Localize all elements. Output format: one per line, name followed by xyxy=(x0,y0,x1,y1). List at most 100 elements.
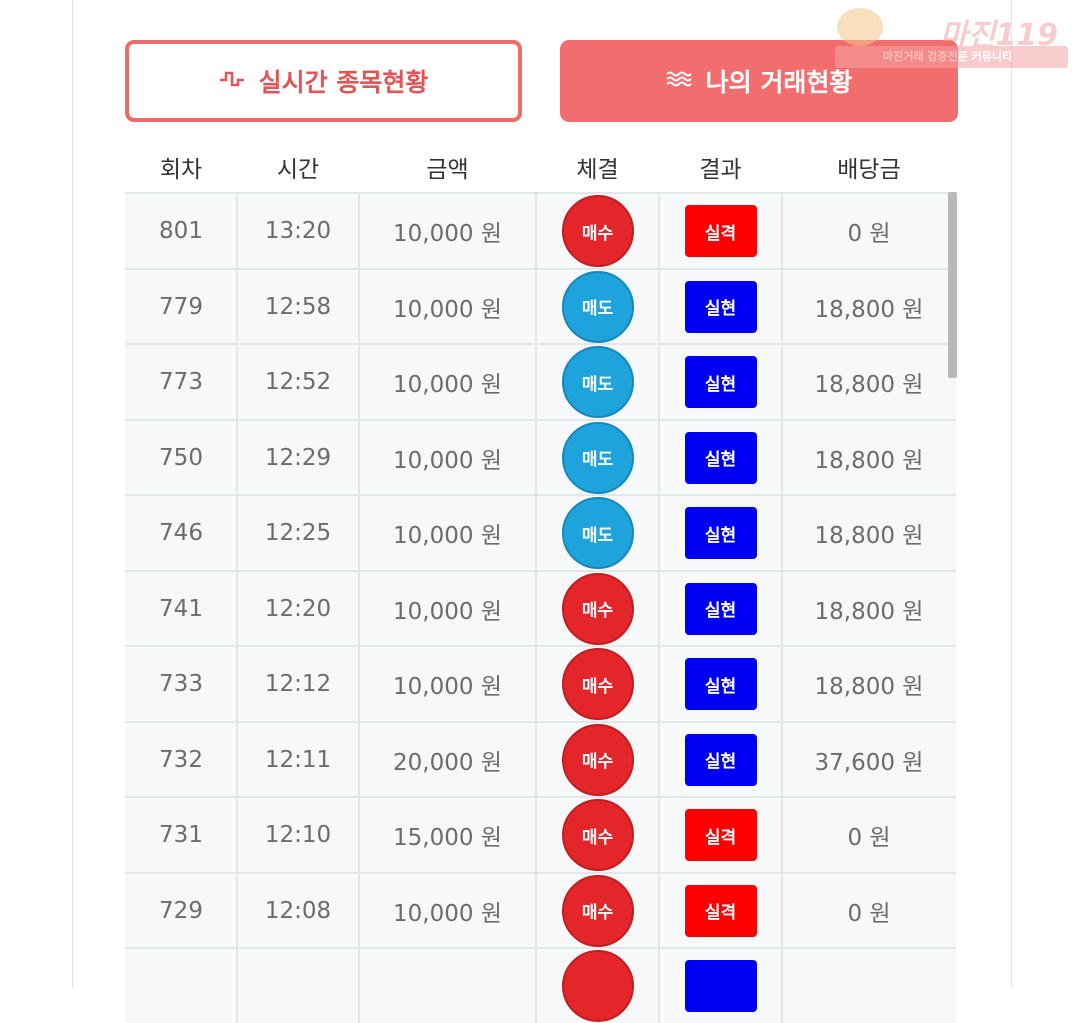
table-row[interactable]: 731 12:10 15,000 원 매수 실격 0 원 xyxy=(125,796,956,872)
time-cell: 12:12 xyxy=(264,671,332,697)
realized-badge: 실현 xyxy=(684,356,757,408)
payout-cell: 0 원 xyxy=(847,825,891,851)
amount-cell: 10,000 원 xyxy=(393,447,502,474)
table-row[interactable]: 801 13:20 10,000 원 매수 실격 0 원 xyxy=(125,192,956,268)
round-cell: 733 xyxy=(159,671,203,697)
disqualified-badge: 실격 xyxy=(684,205,757,257)
payout-cell xyxy=(782,949,956,1023)
buy-badge xyxy=(561,950,634,1022)
realized-badge: 실현 xyxy=(684,582,757,635)
time-cell: 13:20 xyxy=(264,218,332,244)
round-cell: 731 xyxy=(159,822,203,848)
round-header: 회차 xyxy=(159,157,203,183)
realtime-status-label: 실시간 종목현황 xyxy=(258,68,429,97)
table-row[interactable]: 729 12:08 10,000 원 매수 실격 0 원 xyxy=(125,871,956,948)
amount-cell: 10,000 원 xyxy=(393,296,502,323)
disqualified-badge: 실격 xyxy=(684,884,757,937)
round-cell: 773 xyxy=(159,369,203,395)
time-header: 시간 xyxy=(276,157,320,183)
amount-cell: 20,000 원 xyxy=(393,749,502,776)
disqualified-badge: 실격 xyxy=(684,809,757,861)
payout-cell: 18,800 원 xyxy=(814,523,924,549)
trade-cell: 매수 xyxy=(536,874,659,948)
sell-badge: 매도 xyxy=(561,421,634,494)
my-trade-status-button[interactable]: 나의 거래현황 xyxy=(560,40,958,122)
scrollbar[interactable] xyxy=(948,192,957,378)
round-cell: 746 xyxy=(159,520,203,546)
buy-badge: 매수 xyxy=(561,874,634,947)
result-cell: 실현 xyxy=(659,421,782,495)
sell-badge: 매도 xyxy=(561,346,634,418)
round-cell: 779 xyxy=(159,293,203,320)
my-trade-status-label: 나의 거래현황 xyxy=(705,68,853,97)
amount-cell: 15,000 원 xyxy=(393,825,502,851)
realtime-status-button[interactable]: 실시간 종목현황 xyxy=(125,40,522,122)
payout-cell: 0 원 xyxy=(847,221,891,247)
time-cell xyxy=(237,949,359,1023)
result-header: 결과 xyxy=(699,157,742,183)
buy-badge: 매수 xyxy=(561,648,634,720)
payout-header: 배당금 xyxy=(837,157,901,183)
table-header: 회차 시간 금액 체결 결과 배당금 xyxy=(125,152,956,192)
round-cell xyxy=(125,949,237,1023)
time-cell: 12:58 xyxy=(264,293,332,320)
amount-cell: 10,000 원 xyxy=(393,900,502,927)
table-row[interactable]: 773 12:52 10,000 원 매도 실현 18,800 원 xyxy=(125,343,956,419)
payout-cell: 0 원 xyxy=(847,900,891,927)
realized-badge: 실현 xyxy=(684,733,757,786)
amount-cell: 10,000 원 xyxy=(393,221,502,247)
result-cell: 실현 xyxy=(659,496,782,570)
trade-cell: 매수 xyxy=(536,194,659,268)
table-row[interactable]: 741 12:20 10,000 원 매수 실현 18,800 원 xyxy=(125,569,956,646)
realized-badge: 실현 xyxy=(684,658,757,710)
trade-cell: 매도 xyxy=(536,496,659,570)
payout-cell: 18,800 원 xyxy=(814,296,924,323)
round-cell: 741 xyxy=(159,595,203,622)
time-cell: 12:52 xyxy=(264,369,332,395)
table-row[interactable]: 732 12:11 20,000 원 매수 실현 37,600 원 xyxy=(125,720,956,797)
time-cell: 12:29 xyxy=(264,444,332,471)
round-cell: 729 xyxy=(159,897,203,924)
trade-cell: 매도 xyxy=(536,270,659,344)
trade-cell xyxy=(536,949,659,1023)
result-cell: 실현 xyxy=(659,345,782,419)
buy-badge: 매수 xyxy=(561,799,634,871)
trade-cell: 매수 xyxy=(536,798,659,872)
payout-cell: 37,600 원 xyxy=(814,749,924,776)
pulse-icon xyxy=(219,67,245,95)
result-cell: 실현 xyxy=(659,270,782,344)
time-cell: 12:10 xyxy=(264,822,332,848)
trade-cell: 매도 xyxy=(536,345,659,419)
amount-cell: 10,000 원 xyxy=(393,674,502,700)
realized-badge xyxy=(684,960,757,1012)
sell-badge: 매도 xyxy=(561,497,634,569)
payout-cell: 18,800 원 xyxy=(814,372,924,398)
result-cell: 실현 xyxy=(659,572,782,646)
realized-badge: 실현 xyxy=(684,431,757,484)
amount-cell: 10,000 원 xyxy=(393,372,502,398)
time-cell: 12:08 xyxy=(264,897,332,924)
trade-header: 체결 xyxy=(576,157,619,183)
time-cell: 12:20 xyxy=(264,595,332,622)
realized-badge: 실현 xyxy=(684,280,757,333)
amount-cell: 10,000 원 xyxy=(393,598,502,625)
sell-badge: 매도 xyxy=(561,270,634,343)
payout-cell: 18,800 원 xyxy=(814,447,924,474)
result-cell xyxy=(659,949,782,1023)
waves-icon xyxy=(665,67,692,95)
amount-header: 금액 xyxy=(426,157,469,183)
table-row[interactable]: 779 12:58 10,000 원 매도 실현 18,800 원 xyxy=(125,267,956,344)
result-cell: 실격 xyxy=(659,194,782,268)
result-cell: 실현 xyxy=(659,723,782,797)
table-row[interactable]: 750 12:29 10,000 원 매도 실현 18,800 원 xyxy=(125,418,956,495)
trade-cell: 매수 xyxy=(536,647,659,721)
table-row[interactable]: 746 12:25 10,000 원 매도 실현 18,800 원 xyxy=(125,494,956,570)
time-cell: 12:25 xyxy=(264,520,332,546)
table-row[interactable] xyxy=(125,947,956,1023)
payout-cell: 18,800 원 xyxy=(814,598,924,625)
table-row[interactable]: 733 12:12 10,000 원 매수 실현 18,800 원 xyxy=(125,645,956,721)
trade-cell: 매수 xyxy=(536,723,659,797)
time-cell: 12:11 xyxy=(264,746,332,773)
amount-cell: 10,000 원 xyxy=(393,523,502,549)
